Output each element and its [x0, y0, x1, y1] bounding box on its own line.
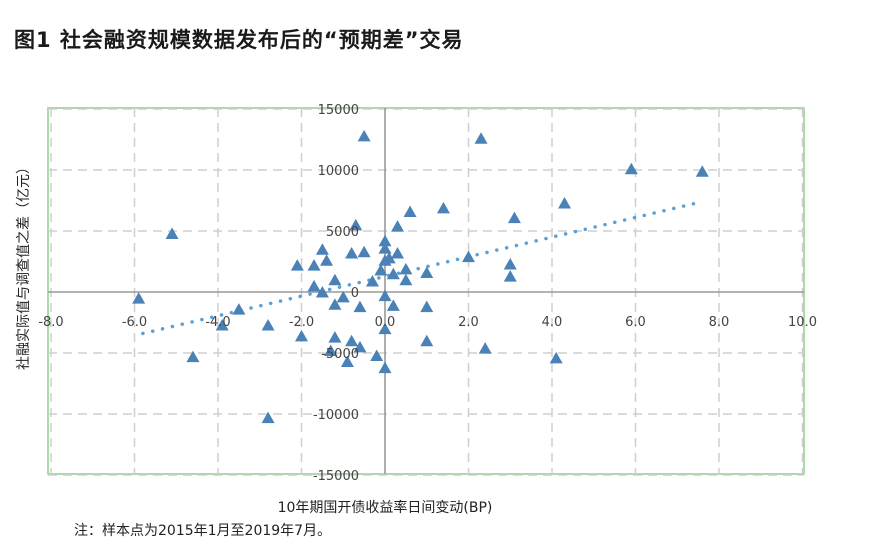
y-tick-label: -5000 — [321, 347, 359, 362]
scatter-points — [132, 129, 709, 424]
y-tick-label: 5000 — [326, 225, 359, 240]
y-tick-label: 15000 — [318, 103, 359, 118]
x-tick-label: 0.0 — [375, 315, 396, 330]
data-point — [290, 259, 304, 271]
data-point — [315, 286, 329, 298]
data-point — [328, 273, 342, 286]
tick-labels: -8.0 -6.0 -4.0 -2.0 0.0 2.0 4.0 6.0 8.0 10.0 15000… — [38, 103, 817, 484]
data-point — [353, 340, 367, 353]
data-point — [478, 342, 492, 354]
y-tick-label: 0 — [351, 286, 359, 301]
x-tick-label: -2.0 — [289, 315, 314, 330]
data-point — [340, 355, 354, 368]
x-tick-label: 2.0 — [458, 315, 479, 330]
data-point — [215, 318, 229, 331]
trendline-path — [141, 199, 705, 336]
data-point — [420, 334, 434, 347]
data-point — [132, 292, 146, 304]
data-point — [370, 349, 384, 361]
trendline — [141, 199, 705, 336]
x-tick-label: -8.0 — [38, 315, 63, 330]
data-point — [436, 201, 450, 214]
data-point — [695, 165, 709, 177]
data-point — [420, 300, 434, 313]
data-point — [365, 275, 379, 287]
data-point — [507, 211, 521, 224]
plot-frame — [47, 107, 805, 475]
x-tick-label: 6.0 — [625, 315, 646, 330]
data-point — [165, 227, 179, 239]
data-point — [324, 344, 338, 357]
data-point — [345, 246, 359, 259]
data-point — [624, 162, 638, 175]
data-point — [399, 262, 413, 275]
data-point — [328, 298, 342, 310]
data-point — [261, 318, 275, 331]
data-point — [186, 350, 200, 363]
x-tick-label: -4.0 — [205, 315, 230, 330]
data-point — [345, 334, 359, 347]
data-point — [549, 351, 563, 364]
data-point — [307, 279, 321, 292]
x-tick-label: -6.0 — [122, 315, 147, 330]
y-tick-label: -15000 — [313, 469, 359, 484]
grid-lines — [48, 108, 804, 476]
data-point — [558, 196, 572, 209]
data-point — [386, 299, 400, 311]
data-point — [399, 273, 413, 286]
data-point — [391, 246, 405, 259]
data-point — [320, 254, 334, 266]
y-tick-label: 10000 — [318, 164, 359, 179]
data-point — [295, 329, 308, 342]
data-point — [232, 303, 246, 315]
x-tick-label: 4.0 — [542, 315, 563, 330]
data-point — [315, 243, 329, 255]
data-point — [474, 132, 488, 144]
data-point — [378, 242, 392, 254]
data-point — [462, 250, 475, 263]
data-point — [357, 129, 371, 142]
data-point — [403, 205, 417, 217]
y-tick-label: -10000 — [313, 408, 359, 423]
footnote: 注：样本点为2015年1月至2019年7月。 — [74, 523, 332, 539]
data-point — [336, 290, 350, 303]
x-tick-label: 10.0 — [788, 315, 817, 330]
data-point — [420, 266, 434, 278]
data-point — [503, 257, 517, 270]
data-point — [378, 289, 392, 302]
data-point — [261, 411, 275, 424]
data-point — [353, 300, 367, 313]
data-point — [357, 245, 371, 258]
data-point — [374, 264, 388, 276]
data-point — [328, 331, 342, 343]
data-point — [386, 267, 400, 280]
data-point — [391, 220, 405, 232]
axes — [48, 108, 804, 474]
y-axis-label: 社融实际值与调查值之差（亿元） — [16, 160, 32, 370]
x-tick-label: 8.0 — [709, 315, 730, 330]
data-point — [378, 322, 392, 335]
data-point — [382, 251, 396, 264]
data-point — [378, 361, 392, 374]
figure-title: 图1 社会融资规模数据发布后的“预期差”交易 — [14, 28, 464, 52]
data-point — [349, 218, 363, 231]
data-point — [503, 270, 517, 282]
x-axis-label: 10年期国开债收益率日间变动(BP) — [277, 500, 493, 516]
data-point — [307, 259, 321, 271]
data-point — [378, 234, 392, 247]
